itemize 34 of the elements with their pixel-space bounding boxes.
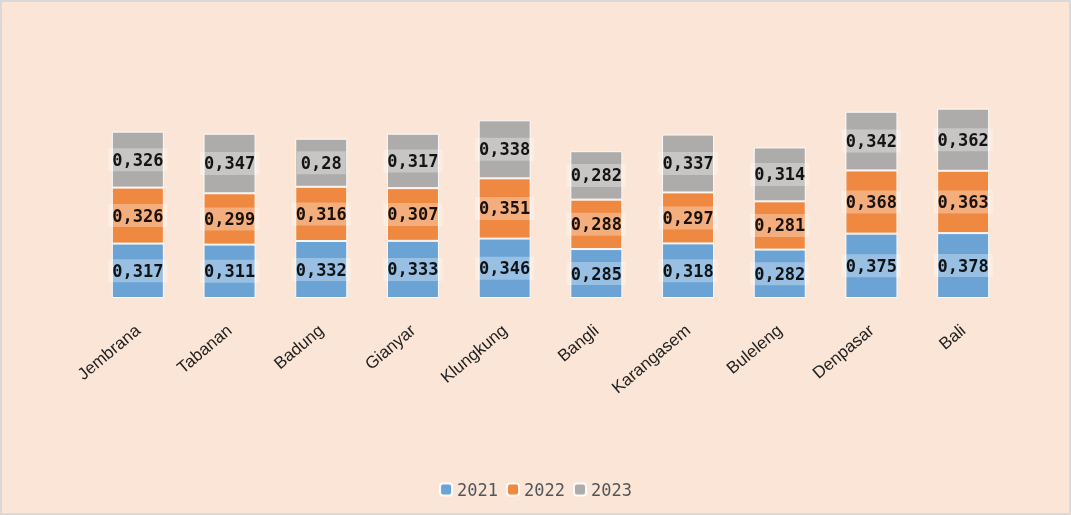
data-label: 0,368: [845, 192, 898, 213]
data-label: 0,326: [112, 149, 164, 170]
data-label: 0,314: [754, 164, 806, 185]
data-label: 0,285: [570, 263, 622, 284]
data-label: 0,338: [479, 139, 531, 160]
legend-label: 2022: [524, 479, 565, 500]
data-label: 0,299: [203, 208, 256, 229]
data-label: 0,311: [203, 261, 256, 282]
data-label: 0,317: [387, 150, 439, 171]
data-label: 0,288: [570, 214, 622, 235]
data-label: 0,347: [203, 153, 256, 174]
data-label: 0,346: [479, 258, 531, 279]
data-label: 0,362: [937, 129, 989, 150]
data-label: 0,332: [295, 259, 347, 280]
data-label: 0,28: [300, 152, 342, 173]
data-label: 0,281: [754, 215, 806, 236]
data-label: 0,318: [662, 260, 714, 281]
data-label: 0,316: [295, 203, 347, 224]
data-label: 0,307: [387, 204, 439, 225]
data-label: 0,282: [754, 263, 806, 284]
legend-label: 2023: [590, 479, 632, 500]
data-label: 0,378: [937, 255, 989, 276]
data-label: 0,342: [845, 131, 898, 152]
data-label: 0,351: [479, 198, 531, 219]
data-label: 0,363: [937, 191, 989, 212]
data-label: 0,333: [387, 259, 439, 280]
legend-label: 2021: [457, 479, 499, 500]
data-label: 0,297: [662, 207, 714, 228]
x-tick-label: Bali: [935, 320, 970, 354]
data-label: 0,317: [112, 260, 164, 281]
data-label: 0,326: [112, 205, 164, 226]
data-label: 0,337: [662, 153, 714, 174]
data-label: 0,375: [845, 255, 898, 276]
data-label: 0,282: [570, 165, 622, 186]
